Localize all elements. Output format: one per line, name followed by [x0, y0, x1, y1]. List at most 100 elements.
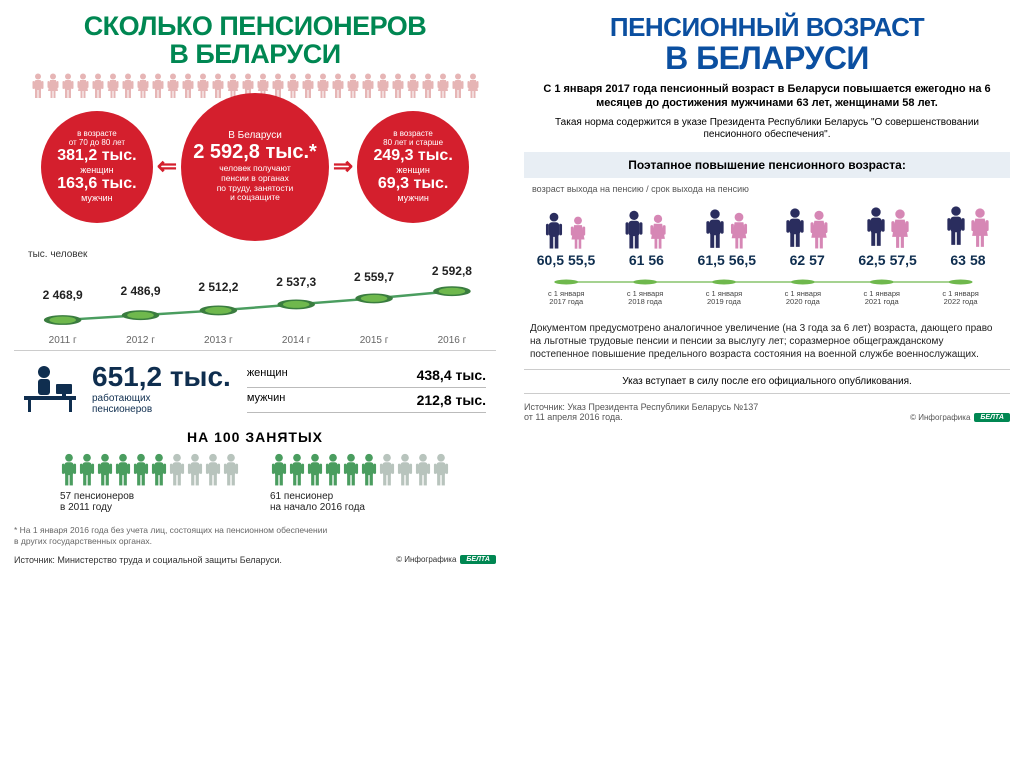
ratio-text-1: 61 пенсионер — [270, 491, 450, 502]
stage: 6257 — [769, 198, 845, 268]
male-age: 62 — [790, 252, 806, 268]
sub-text: Такая норма содержится в указе Президент… — [532, 117, 1002, 142]
gender-breakdown: женщин 438,4 тыс. мужчин 212,8 тыс. — [247, 363, 486, 413]
chart-year: 2016 г — [438, 335, 467, 346]
source-line-2: от 11 апреля 2016 года. — [524, 412, 758, 422]
men-label: мужчин — [81, 193, 113, 203]
desk-worker-icon — [24, 364, 76, 412]
chart-value: 2 537,3 — [276, 275, 316, 289]
circle-total: В Беларуси 2 592,8 тыс.* человек получаю… — [181, 93, 329, 241]
men-value: 212,8 тыс. — [417, 392, 486, 408]
male-age: 63 — [950, 252, 966, 268]
paragraph: Документом предусмотрено аналогичное уве… — [530, 322, 1004, 361]
title-line-1: СКОЛЬКО ПЕНСИОНЕРОВ — [14, 12, 496, 40]
lead-text: С 1 января 2017 года пенсионный возраст … — [528, 83, 1006, 111]
men-value: 163,6 тыс. — [57, 175, 136, 193]
chart-year: 2013 г — [204, 335, 233, 346]
working-value: 651,2 тыс. — [92, 361, 231, 393]
stage: 61,556,5 — [689, 198, 765, 268]
y-axis-label: тыс. человек — [28, 249, 496, 260]
stage: 6156 — [608, 198, 684, 268]
stages-legend: возраст выхода на пенсию / срок выхода н… — [532, 184, 1010, 194]
working-label: работающихпенсионеров — [92, 393, 231, 415]
circle-70-80: в возрастеот 70 до 80 лет 381,2 тыс. жен… — [41, 111, 153, 223]
stages-heading: Поэтапное повышение пенсионного возраста… — [524, 152, 1010, 178]
country-label: В Беларуси — [228, 130, 282, 141]
ratio-text-2: на начало 2016 года — [270, 502, 450, 513]
ratio-comparison: 57 пенсионеров в 2011 году 61 пенсионер … — [14, 453, 496, 513]
stage: 62,5 57,5 — [850, 198, 926, 268]
chart-year: 2011 г — [49, 335, 77, 346]
total-value: 2 592,8 тыс.* — [193, 141, 317, 164]
stage-date: с 1 января2021 года — [852, 290, 912, 307]
belta-badge: БЕЛТА — [460, 555, 496, 564]
copyright: © Инфографика — [396, 555, 456, 564]
male-age: 61 — [629, 252, 645, 268]
age-range: в возрастеот 70 до 80 лет — [69, 130, 125, 148]
per-100-title: НА 100 ЗАНЯТЫХ — [14, 429, 496, 445]
ratio-2016: 61 пенсионер на начало 2016 года — [270, 453, 450, 513]
men-label: мужчин — [397, 193, 429, 203]
stage-date: с 1 января2019 года — [694, 290, 754, 307]
stage-date: с 1 января2017 года — [536, 290, 596, 307]
stage-date: с 1 января2022 года — [931, 290, 991, 307]
ratio-text-1: 57 пенсионеров — [60, 491, 240, 502]
chart-value: 2 559,7 — [354, 270, 394, 284]
stage: 60,555,5 — [528, 198, 604, 268]
circle-80plus: в возрасте80 лет и старше 249,3 тыс. жен… — [357, 111, 469, 223]
male-age: 60,5 — [537, 252, 564, 268]
female-age: 58 — [970, 252, 986, 268]
arrow-right-icon: ⇒ — [333, 152, 353, 181]
female-age: 55,5 — [568, 252, 595, 268]
divider — [14, 350, 496, 351]
chart-year: 2014 г — [282, 335, 311, 346]
stage: 6358 — [930, 198, 1006, 268]
ratio-2011: 57 пенсионеров в 2011 году — [60, 453, 240, 513]
pensioners-line-chart: 2 468,9 2 486,9 2 512,2 2 537,3 2 559,7 2 592… — [26, 260, 484, 332]
female-age: 57,5 — [890, 252, 917, 268]
chart-year: 2015 г — [360, 335, 389, 346]
women-label: женщин — [396, 165, 429, 175]
female-age: 56 — [648, 252, 664, 268]
working-count: 651,2 тыс. работающихпенсионеров — [92, 361, 231, 415]
male-age: 62,5 — [858, 252, 885, 268]
chart-value: 2 468,9 — [43, 288, 83, 302]
left-panel: СКОЛЬКО ПЕНСИОНЕРОВ В БЕЛАРУСИ в возраст… — [0, 0, 510, 768]
stages-row: 60,555,5 6156 61,556,5 6257 62,557,5 635… — [528, 198, 1006, 268]
women-value: 438,4 тыс. — [417, 367, 486, 383]
footnote: * На 1 января 2016 года без учета лиц, с… — [14, 525, 496, 547]
timeline: с 1 января2017 года с 1 января2018 года с … — [528, 274, 1006, 314]
women-label: женщин — [247, 367, 288, 383]
right-title-2: В БЕЛАРУСИ — [524, 43, 1010, 73]
belta-badge: БЕЛТА — [974, 413, 1010, 422]
circle-stats: в возрастеот 70 до 80 лет 381,2 тыс. жен… — [14, 93, 496, 241]
right-title-1: ПЕНСИОННЫЙ ВОЗРАСТ — [524, 12, 1010, 43]
stage-date: с 1 января2018 года — [615, 290, 675, 307]
left-title: СКОЛЬКО ПЕНСИОНЕРОВ В БЕЛАРУСИ — [14, 12, 496, 69]
age-range: в возрасте80 лет и старше — [383, 130, 443, 148]
arrow-left-icon: ⇐ — [157, 152, 177, 181]
title-line-2: В БЕЛАРУСИ — [14, 40, 496, 68]
source-line-1: Источник: Указ Президента Республики Бел… — [524, 402, 758, 412]
source-row: Источник: Министерство труда и социально… — [14, 555, 496, 565]
men-value: 69,3 тыс. — [378, 175, 448, 193]
chart-value: 2 592,8 — [432, 264, 472, 278]
chart-year: 2012 г — [126, 335, 155, 346]
working-pensioners-row: 651,2 тыс. работающихпенсионеров женщин 4… — [24, 361, 486, 415]
women-label: женщин — [80, 165, 113, 175]
source-row: Источник: Указ Президента Республики Бел… — [524, 402, 1010, 422]
chart-value: 2 512,2 — [198, 280, 238, 294]
decree-note: Указ вступает в силу после его официальн… — [524, 369, 1010, 394]
source-text: Источник: Министерство труда и социально… — [14, 555, 282, 565]
chart-value: 2 486,9 — [120, 284, 160, 298]
total-desc: человек получаютпенсии в органахпо труду… — [207, 164, 304, 203]
female-age: 56,5 — [729, 252, 756, 268]
right-panel: ПЕНСИОННЫЙ ВОЗРАСТ В БЕЛАРУСИ С 1 января… — [510, 0, 1024, 768]
women-value: 249,3 тыс. — [373, 147, 452, 165]
ratio-text-2: в 2011 году — [60, 502, 240, 513]
male-age: 61,5 — [698, 252, 725, 268]
women-value: 381,2 тыс. — [57, 147, 136, 165]
men-label: мужчин — [247, 392, 286, 408]
copyright: © Инфографика — [910, 413, 970, 422]
female-age: 57 — [809, 252, 825, 268]
